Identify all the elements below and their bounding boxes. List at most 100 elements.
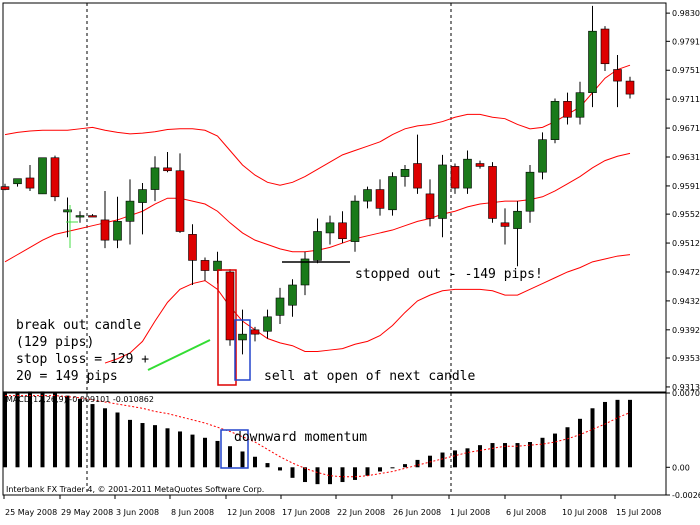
date-tick-label: 29 May 2008 xyxy=(61,508,113,517)
macd-tick-label: 0.00 xyxy=(672,463,690,472)
macd-bar xyxy=(303,467,307,483)
macd-bar xyxy=(28,391,32,468)
macd-bar xyxy=(478,445,482,468)
candle-bullish xyxy=(238,333,247,341)
price-panel-frame xyxy=(2,2,667,393)
macd-bar xyxy=(503,443,507,468)
breakout-label: break out candle xyxy=(16,318,141,333)
candle-bullish xyxy=(125,200,135,222)
date-tick-label: 3 Jun 2008 xyxy=(116,508,159,517)
candle-bullish xyxy=(463,158,472,189)
candle-bearish xyxy=(600,28,610,65)
stop-loss-label: stop loss = 129 + xyxy=(16,352,149,367)
macd-bar xyxy=(440,452,445,468)
date-tick-label: 6 Jul 2008 xyxy=(506,508,546,517)
stopped-out-label: stopped out - -149 pips! xyxy=(355,267,543,282)
date-tick-label: 15 Jul 2008 xyxy=(616,508,661,517)
candle-bullish xyxy=(263,316,272,332)
candle-bearish xyxy=(188,234,197,261)
date-tick-label: 26 Jun 2008 xyxy=(393,508,441,517)
candle-bearish xyxy=(338,222,347,240)
candle-bearish xyxy=(50,157,60,198)
candle-bullish xyxy=(313,231,322,261)
candle-bullish xyxy=(300,258,310,286)
macd-bar xyxy=(253,456,257,468)
sell-label: sell at open of next candle xyxy=(264,369,475,384)
date-tick-label: 1 Jul 2008 xyxy=(450,508,490,517)
candle-bearish xyxy=(563,101,572,118)
macd-bar xyxy=(228,446,232,468)
momentum-label: downward momentum xyxy=(234,430,367,445)
macd-bar xyxy=(428,455,432,468)
macd-bar xyxy=(390,467,395,469)
macd-bar xyxy=(340,467,345,483)
candle-bearish xyxy=(175,170,185,232)
macd-tick-label: 0.00705 xyxy=(672,389,700,398)
candle-bullish xyxy=(438,164,447,219)
breakout-pips-label: (129 pips) xyxy=(16,335,94,350)
date-tick-label: 10 Jul 2008 xyxy=(562,508,607,517)
candle-bullish xyxy=(75,215,85,218)
candle-bearish xyxy=(250,329,260,335)
macd-signal-line xyxy=(5,395,631,478)
candle-bearish xyxy=(625,80,635,95)
date-tick-label: 25 May 2008 xyxy=(5,508,57,517)
candle-bullish xyxy=(525,171,535,212)
candle-bullish xyxy=(388,176,397,211)
macd-bar xyxy=(553,433,557,468)
candle-bullish xyxy=(138,189,147,203)
macd-bar xyxy=(40,391,45,468)
momentum-highlight-box xyxy=(220,429,249,469)
macd-bar xyxy=(103,408,107,468)
candle-bullish xyxy=(363,189,372,202)
macd-bar xyxy=(603,401,607,468)
candle-bullish xyxy=(150,167,160,190)
candle-bearish xyxy=(488,166,497,219)
macd-bar xyxy=(528,441,532,468)
macd-bar xyxy=(128,419,132,468)
macd-bar xyxy=(290,467,295,478)
macd-bar xyxy=(590,408,595,468)
sell-candle-highlight-box xyxy=(234,319,251,381)
macd-bar xyxy=(465,448,470,468)
bollinger-upper-band xyxy=(4,64,631,186)
candle-bullish xyxy=(288,284,297,306)
candle-bullish xyxy=(63,209,72,213)
stop-loss-value-label: 20 = 149 pips xyxy=(16,369,118,384)
candle-bearish xyxy=(375,189,385,209)
candle-bearish xyxy=(613,69,622,82)
candle-bearish xyxy=(475,163,485,167)
date-tick-label: 12 Jun 2008 xyxy=(227,508,275,517)
macd-title: MACD(12,26,9) -0.009101 -0.010862 xyxy=(6,395,154,404)
candle-bullish xyxy=(325,222,335,234)
macd-bar xyxy=(15,391,20,468)
macd-bar xyxy=(328,467,332,485)
candle-bearish xyxy=(500,222,510,227)
macd-bar xyxy=(490,443,495,468)
macd-bar xyxy=(578,418,582,468)
pointer-line xyxy=(147,339,211,371)
date-tick-label: 22 Jun 2008 xyxy=(337,508,385,517)
candle-bearish xyxy=(163,167,172,172)
macd-bar xyxy=(140,423,145,468)
candle-bearish xyxy=(200,260,210,271)
price-tick-label: 0.98300 xyxy=(672,9,700,18)
macd-bar xyxy=(353,467,357,480)
footer-copyright: Interbank FX Trader 4, © 2001-2011 MetaQ… xyxy=(6,485,264,494)
candle-bullish xyxy=(550,101,560,140)
candle-bullish xyxy=(213,260,222,271)
macd-bar xyxy=(540,437,545,468)
macd-bar xyxy=(240,451,245,468)
